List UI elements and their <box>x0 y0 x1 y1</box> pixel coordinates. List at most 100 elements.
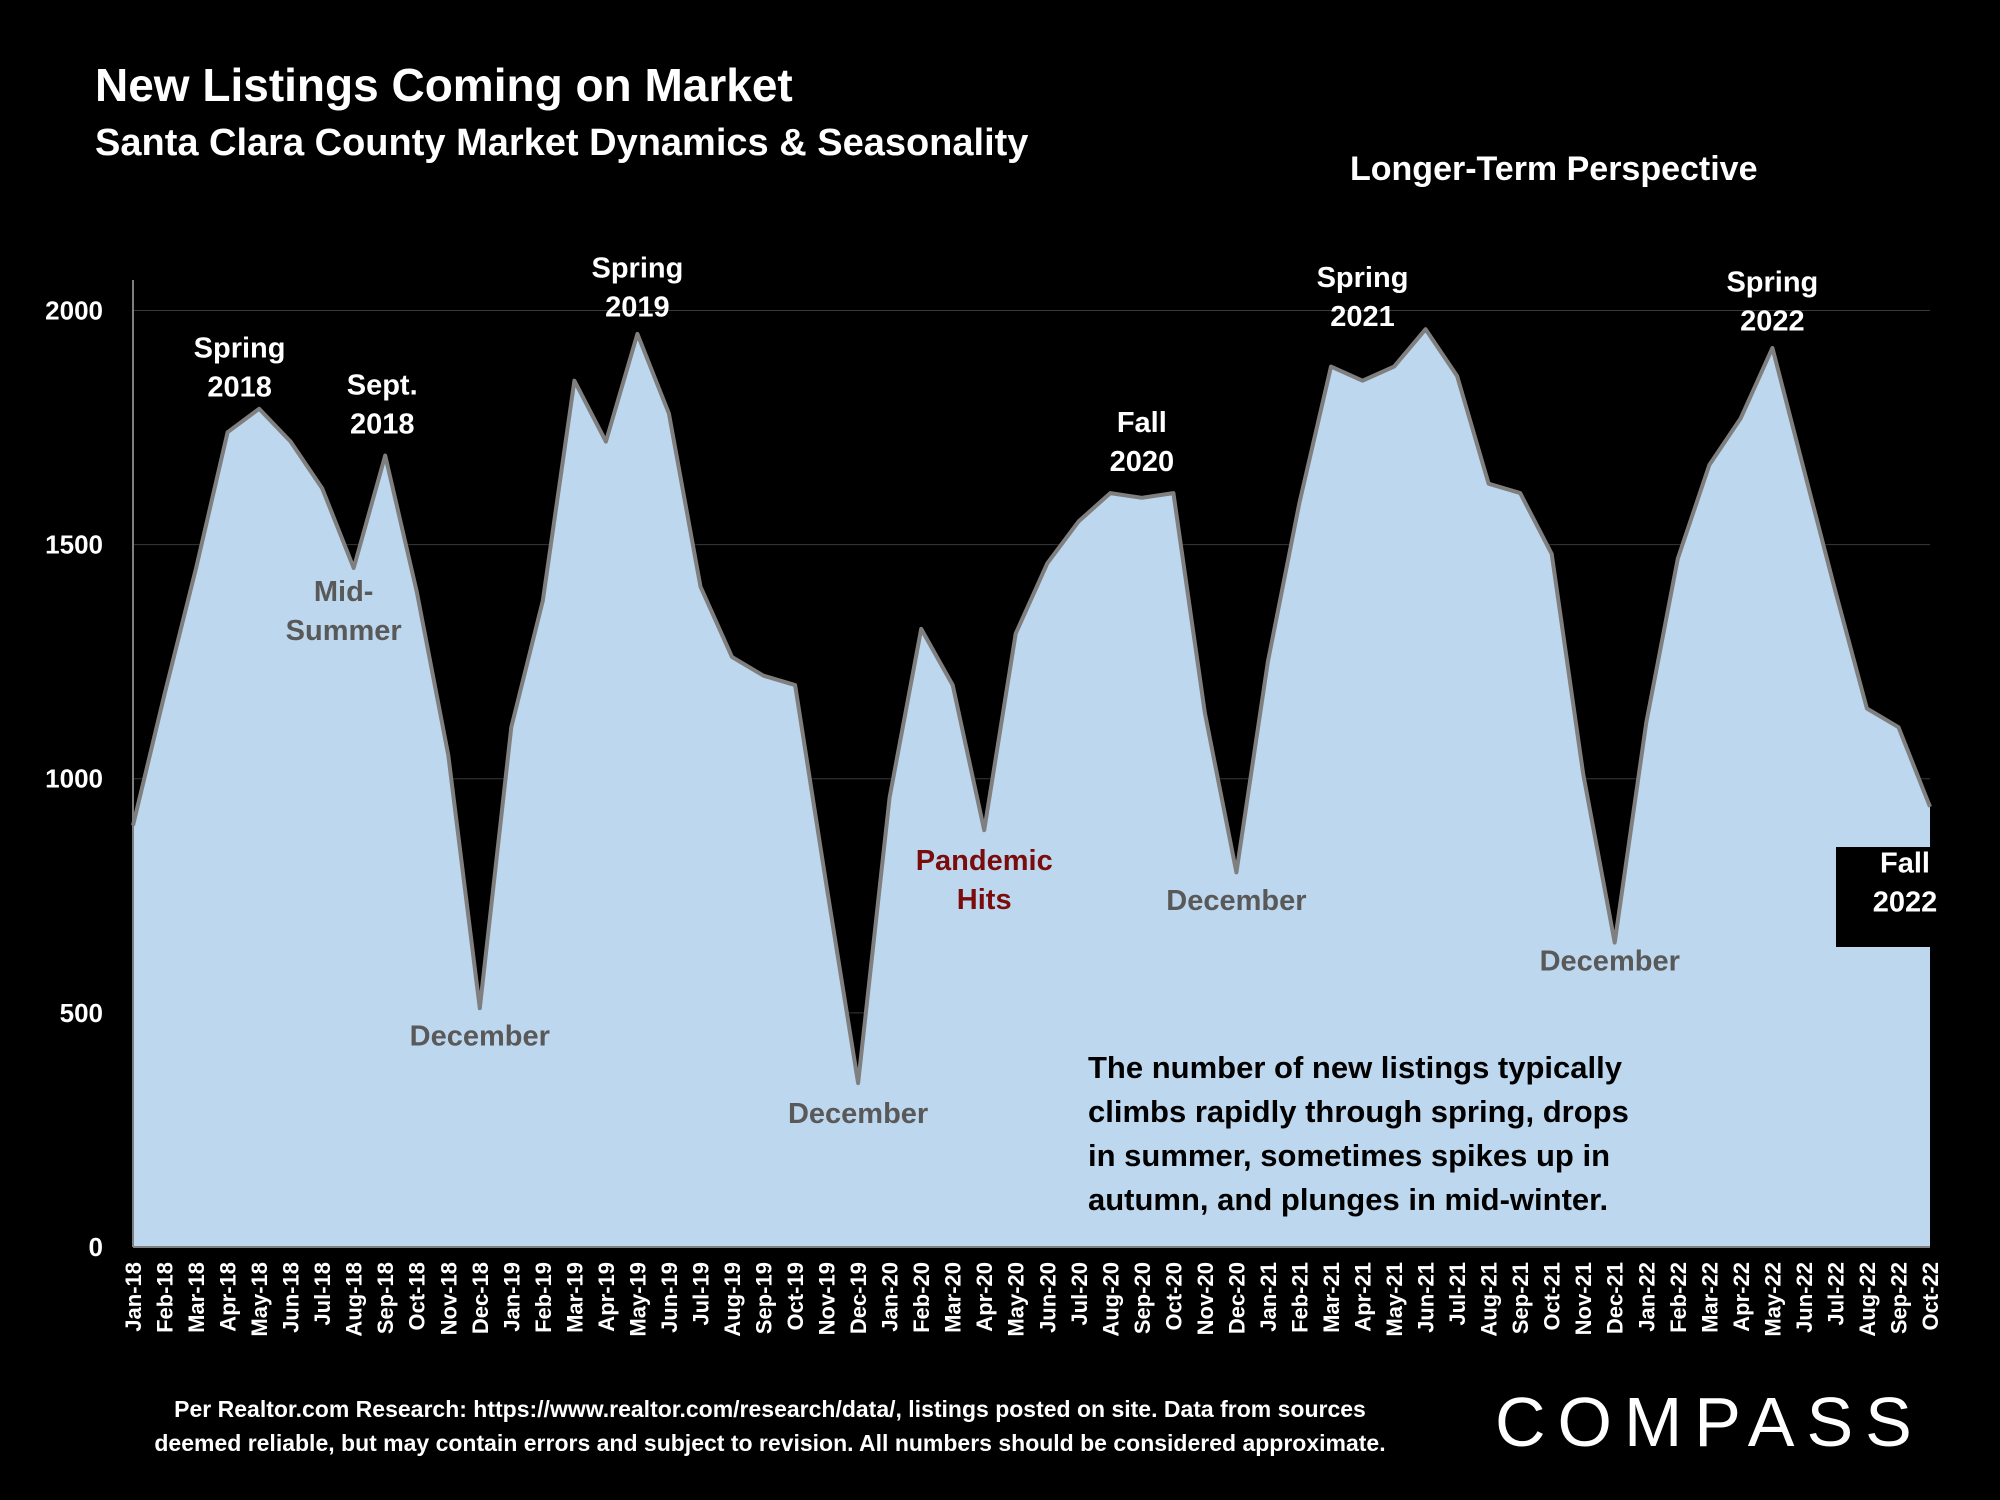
annotation: Pandemic Hits <box>916 845 1053 916</box>
annotation-label: 2022 <box>1873 886 1938 918</box>
series-area <box>131 327 1932 1247</box>
x-tick-label: Oct-21 <box>1540 1262 1565 1330</box>
x-tick-label: Jul-18 <box>310 1262 335 1326</box>
annotation-label: 2019 <box>605 292 670 324</box>
x-tick-label: Sep-19 <box>752 1262 777 1334</box>
note-line: autumn, and plunges in mid-winter. <box>1088 1182 1608 1217</box>
x-tick-label: May-21 <box>1382 1262 1407 1337</box>
x-tick-label: May-19 <box>625 1262 650 1337</box>
area-chart: 0 500 1000 1500 2000 Jan-18 Feb-18 Mar-18 Apr-1… <box>45 253 1943 1337</box>
annotations: Spring 2018 Sept. 2018 Mid- Summer December Spr… <box>194 253 1938 1130</box>
annotation-label: December <box>1166 885 1306 917</box>
x-tick-label: Aug-21 <box>1477 1262 1502 1337</box>
x-tick-label: Sep-20 <box>1130 1262 1155 1334</box>
x-tick-label: Mar-22 <box>1697 1262 1722 1333</box>
x-tick-label: Jul-21 <box>1445 1262 1470 1326</box>
x-tick-label: Dec-19 <box>846 1262 871 1334</box>
x-tick-label: Oct-20 <box>1161 1262 1186 1330</box>
annotation-label: December <box>788 1098 928 1130</box>
annotation-label: 2018 <box>207 371 272 403</box>
annotation: Sept. 2018 <box>347 370 418 441</box>
x-tick-label: Aug-20 <box>1098 1262 1123 1337</box>
annotation: December <box>1166 885 1306 917</box>
area-fill <box>133 329 1930 1247</box>
x-tick-label: Nov-21 <box>1571 1262 1596 1335</box>
x-tick-label: Jan-18 <box>121 1262 146 1332</box>
x-tick-label: Mar-18 <box>184 1262 209 1333</box>
x-tick-label: Mar-19 <box>562 1262 587 1333</box>
x-tick-label: Jan-21 <box>1256 1262 1281 1332</box>
note-line: climbs rapidly through spring, drops <box>1088 1094 1629 1129</box>
x-tick-label: Jun-18 <box>279 1262 304 1333</box>
annotation-label: December <box>410 1021 550 1053</box>
x-tick-label: Nov-20 <box>1193 1262 1218 1335</box>
y-tick-label: 1000 <box>45 764 103 794</box>
fall-2022-box <box>1836 847 1930 947</box>
x-tick-label: Aug-18 <box>342 1262 367 1337</box>
compass-logo: COMPASS <box>1495 1383 1924 1461</box>
x-tick-label: Oct-22 <box>1918 1262 1943 1330</box>
x-tick-label: Oct-18 <box>405 1262 430 1330</box>
annotation: Mid- Summer <box>286 576 402 647</box>
x-tick-label: Apr-18 <box>216 1262 241 1332</box>
x-tick-label: Jan-20 <box>878 1262 903 1332</box>
x-tick-label: Nov-19 <box>815 1262 840 1335</box>
annotation-label: December <box>1540 946 1680 978</box>
annotation-label: 2018 <box>350 409 415 441</box>
annotation: Fall 2022 <box>1836 847 1937 947</box>
x-tick-label: Dec-20 <box>1224 1262 1249 1334</box>
x-tick-label: Dec-21 <box>1603 1262 1628 1334</box>
x-tick-label: Oct-19 <box>783 1262 808 1330</box>
x-tick-label: Sep-18 <box>373 1262 398 1334</box>
source-line-2: deemed reliable, but may contain errors … <box>154 1430 1386 1456</box>
x-tick-label: Jul-20 <box>1067 1262 1092 1326</box>
x-tick-label: Aug-22 <box>1855 1262 1880 1337</box>
x-tick-label: Mar-21 <box>1319 1262 1344 1333</box>
x-tick-label: May-20 <box>1004 1262 1029 1337</box>
annotation: Spring 2018 <box>194 332 286 403</box>
annotation-label: Spring <box>194 332 286 364</box>
x-tick-label: Feb-19 <box>531 1262 556 1333</box>
x-tick-label: Jul-22 <box>1823 1262 1848 1326</box>
chart-subtitle: Santa Clara County Market Dynamics & Sea… <box>95 122 1029 164</box>
x-tick-label: May-22 <box>1760 1262 1785 1337</box>
axes <box>132 280 1930 1248</box>
x-tick-label: Apr-21 <box>1351 1262 1376 1332</box>
chart-title: New Listings Coming on Market <box>95 59 793 111</box>
annotation: Spring 2021 <box>1317 262 1409 333</box>
chart-note: The number of new listings typically clim… <box>1088 1050 1629 1217</box>
x-tick-label: Apr-19 <box>594 1262 619 1332</box>
x-tick-label: Jun-20 <box>1035 1262 1060 1333</box>
annotation-label: Fall <box>1880 847 1930 879</box>
annotation-label: Spring <box>1726 267 1818 299</box>
annotation-label: Spring <box>591 253 683 285</box>
y-tick-label: 2000 <box>45 295 103 325</box>
x-tick-label: Feb-21 <box>1287 1262 1312 1333</box>
annotation-label: 2022 <box>1740 306 1805 338</box>
annotation: Fall 2020 <box>1110 407 1175 478</box>
y-axis-ticks: 0 500 1000 1500 2000 <box>45 295 103 1262</box>
x-tick-label: Feb-22 <box>1666 1262 1691 1333</box>
y-tick-label: 1500 <box>45 530 103 560</box>
x-axis-ticks: Jan-18 Feb-18 Mar-18 Apr-18 May-18 Jun-18 Jul-… <box>121 1262 1943 1337</box>
annotation: December <box>1540 946 1680 978</box>
note-line: in summer, sometimes spikes up in <box>1088 1138 1610 1173</box>
annotation-label: 2020 <box>1110 446 1175 478</box>
annotation-label: 2021 <box>1330 301 1395 333</box>
x-tick-label: Jan-19 <box>499 1262 524 1332</box>
series-line <box>131 327 1932 1086</box>
annotation: Spring 2019 <box>591 253 683 324</box>
x-tick-label: Aug-19 <box>720 1262 745 1337</box>
x-tick-label: Dec-18 <box>468 1262 493 1334</box>
x-tick-label: Jun-19 <box>657 1262 682 1333</box>
x-tick-label: Sep-22 <box>1886 1262 1911 1334</box>
x-tick-label: Sep-21 <box>1508 1262 1533 1334</box>
x-tick-label: Jun-22 <box>1792 1262 1817 1333</box>
note-line: The number of new listings typically <box>1088 1050 1623 1085</box>
annotation-label: Mid- <box>314 576 374 608</box>
x-tick-label: Feb-18 <box>153 1262 178 1333</box>
annotation-label: Spring <box>1317 262 1409 294</box>
annotation-label: Summer <box>286 615 402 647</box>
source-note: Per Realtor.com Research: https://www.re… <box>80 1392 1460 1460</box>
x-tick-label: Nov-18 <box>436 1262 461 1335</box>
